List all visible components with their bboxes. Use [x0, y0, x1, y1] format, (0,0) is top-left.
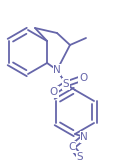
Text: S: S — [63, 79, 69, 89]
Text: N: N — [80, 132, 88, 142]
Text: S: S — [77, 152, 83, 160]
Text: C: C — [68, 142, 76, 152]
Text: O: O — [50, 87, 58, 97]
Text: N: N — [53, 65, 61, 75]
Text: O: O — [79, 73, 87, 83]
